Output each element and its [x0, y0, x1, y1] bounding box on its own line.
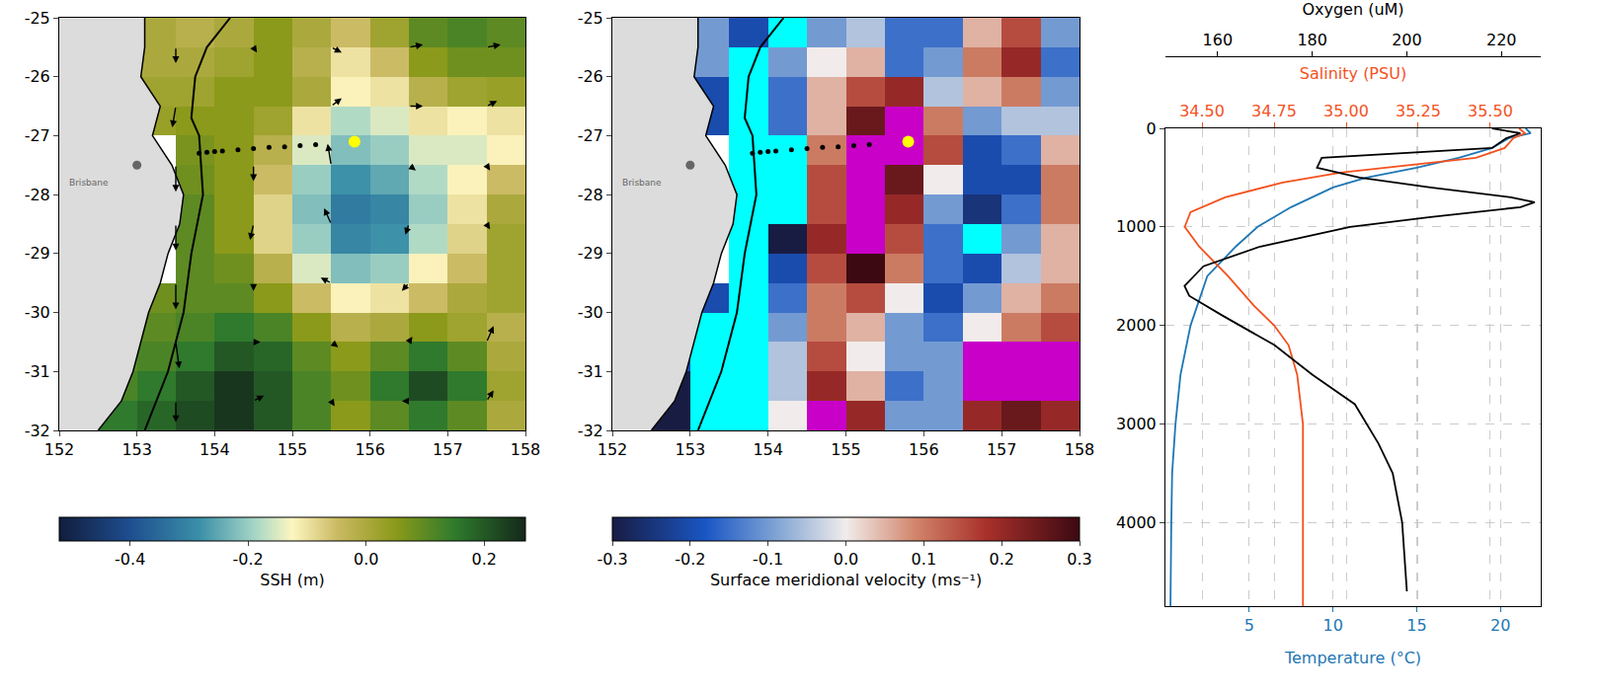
svg-text:157: 157 [432, 440, 464, 460]
svg-text:15: 15 [1406, 616, 1427, 636]
svg-text:-32: -32 [24, 421, 51, 441]
svg-text:-31: -31 [24, 362, 51, 382]
svg-text:Oxygen (uM): Oxygen (uM) [1301, 0, 1404, 19]
svg-text:157: 157 [986, 440, 1018, 460]
svg-text:0.2: 0.2 [471, 550, 496, 569]
svg-text:-30: -30 [24, 303, 51, 322]
svg-text:-0.3: -0.3 [596, 550, 628, 569]
svg-text:Temperature (°C): Temperature (°C) [1283, 648, 1422, 668]
svg-text:-25: -25 [24, 8, 51, 28]
svg-text:154: 154 [752, 440, 784, 460]
svg-text:156: 156 [354, 440, 386, 460]
svg-text:-32: -32 [577, 421, 604, 441]
svg-text:-28: -28 [24, 185, 51, 205]
svg-text:-27: -27 [577, 126, 604, 146]
svg-text:4000: 4000 [1116, 513, 1157, 533]
svg-text:-0.2: -0.2 [674, 550, 706, 569]
svg-text:0.1: 0.1 [911, 550, 937, 569]
svg-text:-28: -28 [577, 185, 604, 205]
svg-text:35.50: 35.50 [1467, 101, 1514, 121]
svg-text:0: 0 [1146, 119, 1157, 139]
svg-text:152: 152 [597, 440, 629, 460]
svg-text:160: 160 [1202, 30, 1234, 50]
svg-text:156: 156 [908, 440, 940, 460]
svg-text:Salinity (PSU): Salinity (PSU) [1299, 64, 1407, 83]
svg-text:-0.4: -0.4 [114, 550, 146, 569]
svg-text:158: 158 [1064, 440, 1096, 460]
svg-text:-0.1: -0.1 [752, 550, 784, 569]
svg-text:1000: 1000 [1116, 217, 1157, 237]
svg-text:200: 200 [1391, 30, 1423, 50]
svg-text:-26: -26 [577, 67, 604, 86]
svg-text:152: 152 [44, 440, 76, 460]
svg-text:155: 155 [830, 440, 862, 460]
svg-text:35.00: 35.00 [1323, 101, 1369, 121]
svg-text:34.50: 34.50 [1179, 101, 1225, 121]
svg-text:153: 153 [675, 440, 707, 460]
svg-text:10: 10 [1322, 616, 1343, 636]
svg-text:0.0: 0.0 [353, 550, 379, 569]
svg-text:154: 154 [199, 440, 231, 460]
svg-text:SSH (m): SSH (m) [259, 570, 325, 590]
svg-text:-29: -29 [577, 243, 604, 263]
svg-text:-26: -26 [24, 67, 51, 86]
svg-text:220: 220 [1486, 30, 1518, 50]
svg-text:-0.2: -0.2 [233, 550, 264, 569]
svg-text:2000: 2000 [1116, 316, 1157, 335]
svg-text:-25: -25 [577, 8, 604, 28]
svg-text:Surface meridional velocity (m: Surface meridional velocity (ms⁻¹) [710, 570, 982, 590]
svg-text:-29: -29 [24, 243, 51, 263]
svg-text:0.2: 0.2 [988, 550, 1014, 569]
svg-text:5: 5 [1244, 616, 1255, 636]
svg-text:-27: -27 [24, 126, 51, 146]
svg-text:35.25: 35.25 [1395, 101, 1441, 121]
svg-text:155: 155 [277, 440, 309, 460]
svg-text:-30: -30 [577, 303, 604, 322]
svg-text:20: 20 [1490, 616, 1511, 636]
svg-text:Brisbane: Brisbane [622, 177, 662, 188]
svg-text:Brisbane: Brisbane [69, 177, 109, 188]
svg-text:34.75: 34.75 [1251, 101, 1297, 121]
svg-text:0.3: 0.3 [1066, 550, 1092, 569]
svg-text:158: 158 [510, 440, 542, 460]
svg-text:180: 180 [1296, 30, 1328, 50]
svg-text:153: 153 [121, 440, 153, 460]
svg-text:-31: -31 [577, 362, 604, 382]
svg-text:0.0: 0.0 [833, 550, 859, 569]
svg-text:3000: 3000 [1116, 414, 1157, 434]
